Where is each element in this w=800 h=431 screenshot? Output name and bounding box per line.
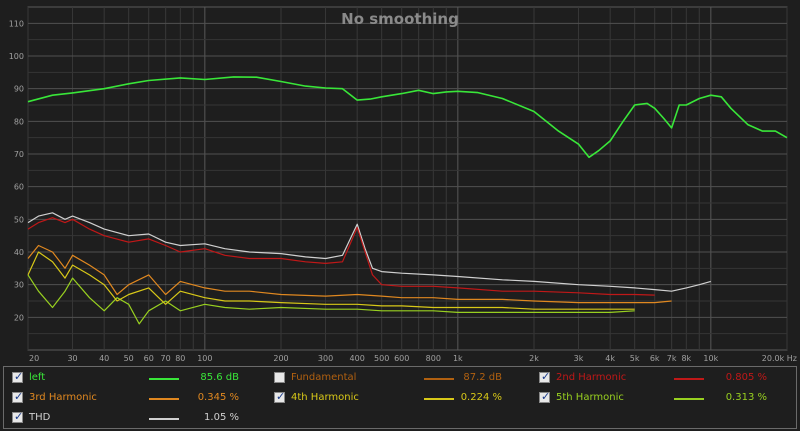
legend-value: 87.2 dB: [463, 372, 502, 383]
y-tick-label: 50: [14, 215, 24, 224]
x-tick-label: 600: [394, 354, 409, 363]
x-tick-label: 20.0k Hz: [762, 354, 797, 363]
legend-item-4th-harmonic: ✓ 4th Harmonic 0.224 %: [274, 389, 502, 407]
legend-value: 0.313 %: [725, 392, 767, 403]
x-tick-label: 50: [124, 354, 134, 363]
check-icon: ✓: [276, 390, 286, 403]
legend-label: left: [29, 372, 46, 383]
y-tick-label: 30: [14, 281, 24, 290]
x-tick-label: 1k: [453, 354, 463, 363]
x-tick-label: 5k: [630, 354, 640, 363]
x-tick-labels: 20 30 40 50 60 70 80 100 200 300 400 500 600 800 1k 2k 3…: [29, 354, 797, 363]
legend-item-5th-harmonic: ✓ 5th Harmonic 0.313 %: [539, 389, 767, 407]
series-lines: [27, 76, 788, 325]
legend-value: 85.6 dB: [200, 372, 239, 383]
check-icon: ✓: [14, 390, 24, 403]
legend-checkbox-fundamental[interactable]: ✓: [274, 372, 285, 383]
x-tick-label: 10k: [703, 354, 718, 363]
legend-item-thd: ✓ THD 1.05 %: [12, 409, 239, 427]
series-line-4th-harmonic: [27, 251, 635, 310]
x-tick-label: 3k: [574, 354, 584, 363]
check-icon: ✓: [14, 370, 24, 383]
x-tick-label: 800: [426, 354, 441, 363]
legend-item-3rd-harmonic: ✓ 3rd Harmonic 0.345 %: [12, 389, 239, 407]
legend-checkbox-3rd-harmonic[interactable]: ✓: [12, 390, 24, 403]
x-tick-label: 80: [175, 354, 185, 363]
series-line-left: [27, 76, 788, 159]
x-tick-label: 70: [161, 354, 171, 363]
series-line-thd: [27, 212, 711, 292]
legend-value: 0.224 %: [460, 392, 502, 403]
frequency-response-chart: 20 30 40 50 60 70 80 90 100 110 20 30 40 50 60 70 80 100…: [8, 6, 797, 363]
x-tick-label: 400: [350, 354, 365, 363]
x-tick-label: 30: [67, 354, 77, 363]
legend-swatch: [149, 418, 179, 420]
series-line-3rd-harmonic: [27, 244, 672, 304]
x-tick-label: 2k: [529, 354, 539, 363]
legend-label: 5th Harmonic: [556, 392, 624, 403]
legend-panel: ✓ left 85.6 dB ✓ Fundamental 87.2 dB ✓ 2nd Harm…: [3, 366, 797, 429]
check-icon: ✓: [541, 390, 551, 403]
legend-label: Fundamental: [291, 372, 357, 383]
x-tick-label: 200: [273, 354, 288, 363]
y-tick-label: 20: [14, 313, 24, 322]
x-tick-label: 500: [374, 354, 389, 363]
x-tick-label: 8k: [681, 354, 691, 363]
x-tick-label: 7k: [667, 354, 677, 363]
y-tick-label: 100: [9, 52, 24, 61]
legend-swatch: [674, 398, 704, 400]
chart-title: No smoothing: [341, 10, 459, 28]
legend-swatch: [149, 378, 179, 380]
legend-item-fundamental: ✓ Fundamental 87.2 dB: [274, 369, 502, 387]
y-tick-label: 60: [14, 183, 24, 192]
legend-label: THD: [29, 412, 51, 423]
grid: [27, 6, 788, 351]
legend-label: 3rd Harmonic: [29, 392, 97, 403]
check-icon: ✓: [14, 410, 24, 423]
x-tick-label: 4k: [605, 354, 615, 363]
y-tick-label: 110: [9, 19, 24, 28]
legend-swatch: [424, 378, 454, 380]
x-tick-label: 100: [197, 354, 212, 363]
legend-value: 0.805 %: [725, 372, 767, 383]
legend-swatch: [149, 398, 179, 400]
check-icon: ✓: [541, 370, 551, 383]
legend-swatch: [424, 398, 454, 400]
series-line-2nd-harmonic: [27, 217, 655, 296]
legend-item-left: ✓ left 85.6 dB: [12, 369, 239, 387]
legend-value: 0.345 %: [197, 392, 239, 403]
legend-checkbox-thd[interactable]: ✓: [12, 410, 24, 423]
y-tick-label: 80: [14, 117, 24, 126]
legend-checkbox-left[interactable]: ✓: [12, 370, 24, 383]
x-tick-label: 60: [144, 354, 154, 363]
legend-checkbox-5th-harmonic[interactable]: ✓: [539, 390, 551, 403]
legend-label: 2nd Harmonic: [556, 372, 627, 383]
x-tick-label: 300: [318, 354, 333, 363]
legend-value: 1.05 %: [204, 412, 239, 423]
y-tick-label: 90: [14, 85, 24, 94]
x-tick-label: 6k: [650, 354, 660, 363]
legend-checkbox-2nd-harmonic[interactable]: ✓: [539, 370, 551, 383]
legend-swatch: [674, 378, 704, 380]
legend-checkbox-4th-harmonic[interactable]: ✓: [274, 390, 286, 403]
x-tick-label: 40: [99, 354, 109, 363]
series-line-5th-harmonic: [27, 274, 635, 325]
legend-item-2nd-harmonic: ✓ 2nd Harmonic 0.805 %: [539, 369, 767, 387]
y-tick-labels: 20 30 40 50 60 70 80 90 100 110: [9, 19, 24, 322]
y-tick-label: 40: [14, 248, 24, 257]
legend-label: 4th Harmonic: [291, 392, 359, 403]
y-tick-label: 70: [14, 150, 24, 159]
x-tick-label: 20: [29, 354, 39, 363]
